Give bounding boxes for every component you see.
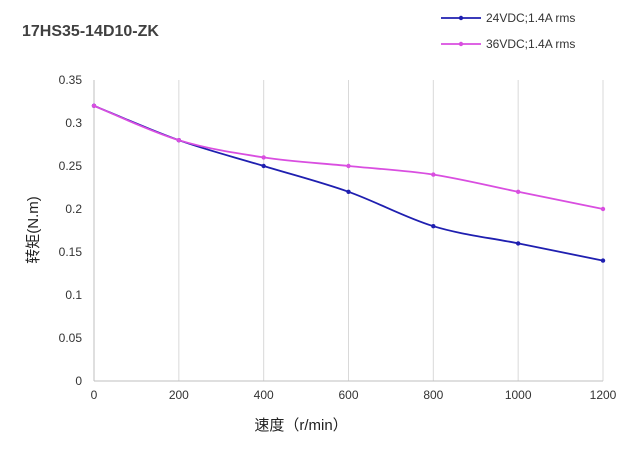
y-tick-label: 0.15 bbox=[59, 245, 83, 259]
x-tick-label: 200 bbox=[169, 388, 189, 402]
series-2-point bbox=[600, 206, 606, 212]
chart-title: 17HS35-14D10-ZK bbox=[22, 23, 159, 40]
y-tick-label: 0.1 bbox=[65, 288, 82, 302]
series-2-point bbox=[346, 163, 351, 169]
y-tick-label: 0.25 bbox=[59, 159, 83, 173]
legend-label-1: 24VDC;1.4A rms bbox=[486, 11, 575, 25]
legend-marker-1 bbox=[458, 15, 464, 21]
legend: 24VDC;1.4A rms 36VDC;1.4A rms bbox=[441, 11, 575, 51]
x-axis-title: 速度（r/min） bbox=[254, 417, 347, 434]
x-tick-label: 1000 bbox=[505, 388, 532, 402]
series-2-point bbox=[261, 155, 266, 160]
series-1-point bbox=[600, 258, 606, 263]
grid-lines bbox=[178, 80, 604, 381]
x-tick-label: 400 bbox=[254, 388, 274, 402]
x-tick-label: 800 bbox=[423, 388, 443, 402]
y-tick-label: 0.2 bbox=[65, 202, 82, 216]
series-2-point bbox=[176, 138, 182, 143]
x-tick-label: 1200 bbox=[590, 388, 617, 402]
tick-labels: 0 200 400 600 800 1000 1200 0 0.05 0.1 0.15 0.2 0.25… bbox=[59, 73, 617, 402]
series-1-point bbox=[261, 163, 266, 169]
y-tick-label: 0.3 bbox=[65, 116, 82, 130]
y-tick-label: 0.05 bbox=[59, 331, 83, 345]
legend-label-2: 36VDC;1.4A rms bbox=[486, 37, 575, 51]
series-1-point bbox=[515, 241, 521, 246]
axes bbox=[93, 80, 603, 382]
data-series bbox=[91, 103, 606, 263]
series-1-point bbox=[346, 189, 351, 194]
series-1-point bbox=[431, 224, 436, 229]
x-tick-label: 0 bbox=[91, 388, 98, 402]
x-tick-label: 600 bbox=[338, 388, 358, 402]
series-2-point bbox=[515, 189, 521, 194]
y-tick-label: 0.35 bbox=[59, 73, 83, 87]
y-tick-label: 0 bbox=[75, 374, 82, 388]
series-2-point bbox=[431, 172, 436, 177]
series-2-point bbox=[91, 103, 97, 109]
y-axis-title: 转矩(N.m) bbox=[25, 196, 42, 264]
legend-marker-2 bbox=[458, 41, 464, 47]
